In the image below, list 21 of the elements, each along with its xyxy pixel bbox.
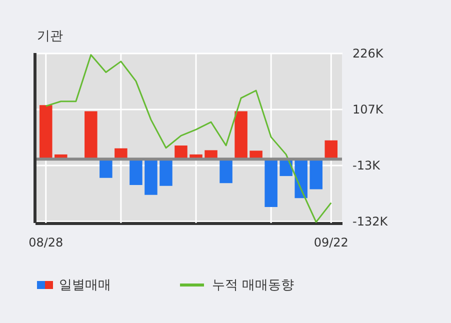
bar	[324, 140, 338, 160]
bar	[84, 111, 98, 160]
chart-title: 기관	[37, 29, 63, 44]
legend-label: 누적 매매동향	[212, 278, 294, 293]
bar	[100, 159, 112, 178]
bar	[310, 159, 322, 190]
bar	[40, 105, 52, 160]
y-tick-label: -13K	[352, 158, 382, 173]
line-series	[45, 54, 332, 223]
bar	[144, 159, 158, 195]
legend-label: 일별매매	[59, 278, 111, 293]
bar	[130, 159, 142, 185]
y-tick-label: -132K	[352, 214, 389, 229]
x-tick-label: 08/28	[28, 236, 64, 250]
x-tick-label: 09/22	[314, 236, 348, 250]
bar	[234, 111, 248, 160]
bar	[220, 159, 232, 184]
y-tick-label: 107K	[352, 102, 384, 116]
bar	[264, 159, 278, 208]
bar	[160, 159, 172, 186]
y-tick-label: 226K	[352, 46, 384, 60]
